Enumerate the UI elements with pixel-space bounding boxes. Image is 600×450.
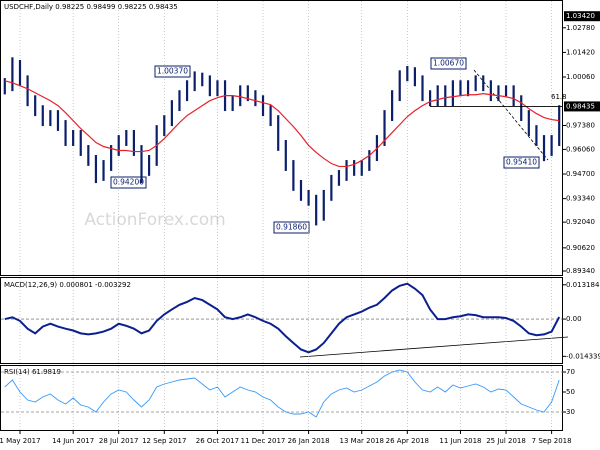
last-price-label: 0.98435 <box>566 102 595 110</box>
price-title: USDCHF,Daily 0.98225 0.98499 0.98225 0.9… <box>4 3 178 11</box>
watermark: ActionForex.com <box>84 210 225 230</box>
indicator-line <box>4 282 561 354</box>
y-tick-label: 1.02780 <box>566 24 595 32</box>
y-tick-label: 0.96060 <box>566 145 595 153</box>
x-tick-label: 28 Jul 2017 <box>99 437 139 445</box>
x-tick-label: 11 Jun 2018 <box>439 437 481 445</box>
x-tick-label: 26 Apr 2018 <box>386 437 429 445</box>
y-tick-label: 0.013184 <box>566 281 600 289</box>
macd-title: MACD(12,26,9) 0.000801 -0.003292 <box>4 281 131 289</box>
price-label-text: 0.91860 <box>276 223 307 232</box>
high-marker-box <box>564 11 600 22</box>
price-label-text: 1.00370 <box>157 67 188 76</box>
x-tick-label: 11 Dec 2017 <box>241 437 286 445</box>
price-label: 0.91860 <box>273 221 310 234</box>
x-tick-label: 7 Sep 2018 <box>532 437 572 445</box>
x-tick-label: 25 Jul 2018 <box>486 437 526 445</box>
moving-average <box>4 80 560 168</box>
x-tick-label: 12 Sep 2017 <box>142 437 186 445</box>
price-panel <box>0 0 563 276</box>
macd-trendline <box>299 336 569 358</box>
y-tick-label: 0.94700 <box>566 170 595 178</box>
indicator-line <box>4 369 560 418</box>
retracement-label: 61.8 <box>551 93 567 101</box>
y-tick-label: 1.01420 <box>566 48 595 56</box>
x-tick-label: 13 Mar 2018 <box>340 437 384 445</box>
price-label: 0.95410 <box>503 156 540 169</box>
y-tick-label: -0.014339 <box>566 352 600 360</box>
y-tick-label: 1.00060 <box>566 73 595 81</box>
y-tick-label: 0.00 <box>566 315 582 323</box>
price-label-text: 0.95410 <box>506 158 537 167</box>
y-tick-label: 30 <box>566 408 575 416</box>
rsi-panel <box>0 365 563 431</box>
y-tick-label: 0.93340 <box>566 195 595 203</box>
x-tick-label: 26 Oct 2017 <box>196 437 239 445</box>
price-label-text: 1.00670 <box>433 59 464 68</box>
macd-panel <box>0 277 563 364</box>
price-label: 1.00670 <box>430 57 467 70</box>
x-tick-label: 26 Jan 2018 <box>288 437 330 445</box>
price-label: 0.94200 <box>110 176 147 189</box>
high-marker-label: 1.03420 <box>566 12 595 20</box>
last-price-box <box>564 101 600 112</box>
y-tick-label: 70 <box>566 368 575 376</box>
price-label: 1.00370 <box>154 65 191 78</box>
price-label-text: 0.94200 <box>113 178 144 187</box>
x-tick-label: 14 Jun 2017 <box>52 437 94 445</box>
y-tick-label: 0.92040 <box>566 218 595 226</box>
y-tick-label: 0.89340 <box>566 267 595 275</box>
x-tick-label: 1 May 2017 <box>0 437 41 445</box>
y-tick-label: 0.90620 <box>566 244 595 252</box>
y-tick-label: 0.97380 <box>566 122 595 130</box>
y-tick-label: 50 <box>566 388 575 396</box>
fib-line <box>473 69 549 161</box>
